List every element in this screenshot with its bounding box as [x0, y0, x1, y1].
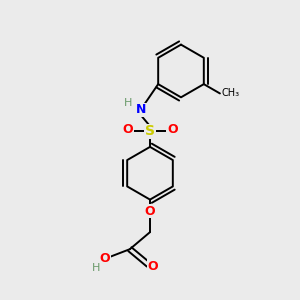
Text: H: H: [92, 263, 100, 273]
Text: O: O: [122, 123, 133, 136]
Text: N: N: [136, 103, 146, 116]
Text: O: O: [167, 123, 178, 136]
Text: O: O: [145, 205, 155, 218]
Text: O: O: [100, 252, 110, 265]
Text: CH₃: CH₃: [221, 88, 240, 98]
Text: H: H: [124, 98, 132, 108]
Text: O: O: [148, 260, 158, 273]
Text: S: S: [145, 124, 155, 138]
